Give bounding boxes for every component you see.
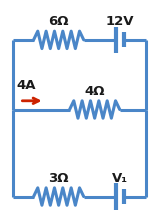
Text: V₁: V₁ [112, 171, 128, 185]
Text: 4A: 4A [16, 79, 36, 92]
Text: 3Ω: 3Ω [48, 171, 69, 185]
Text: 6Ω: 6Ω [48, 15, 69, 28]
Text: 4Ω: 4Ω [84, 85, 105, 97]
Text: 12V: 12V [106, 15, 134, 28]
